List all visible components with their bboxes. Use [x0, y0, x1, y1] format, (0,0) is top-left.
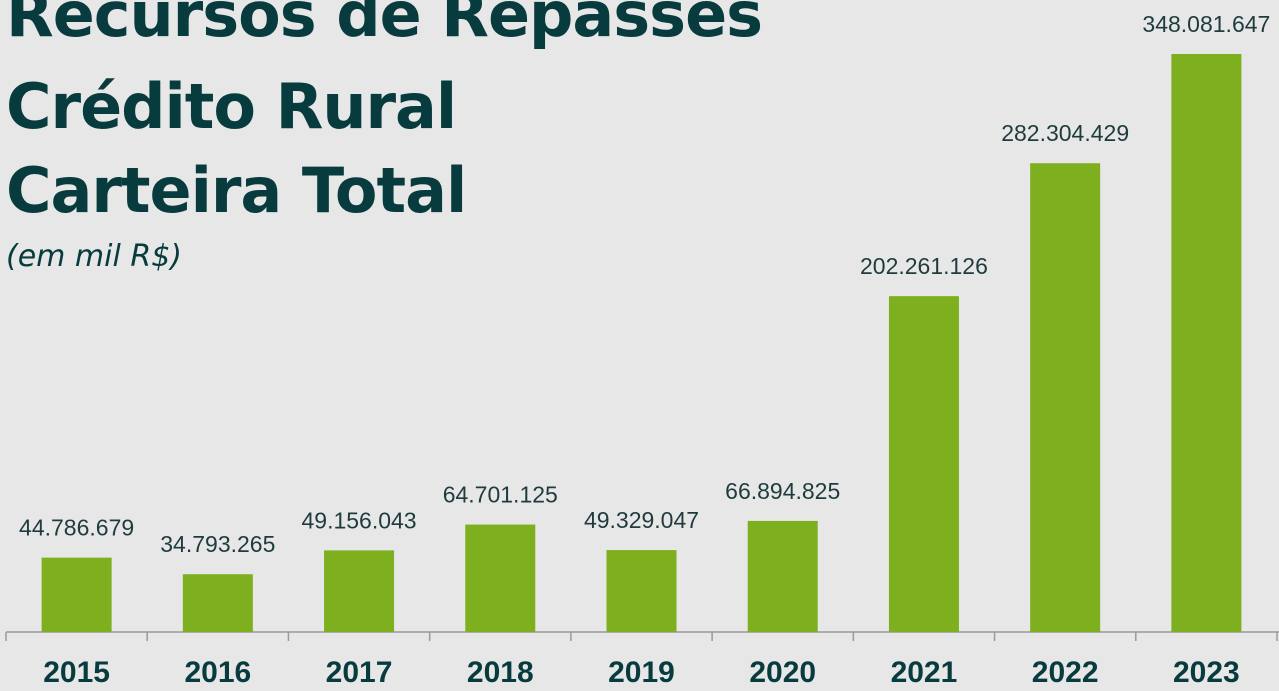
- value-label: 44.786.679: [19, 515, 134, 541]
- chart-title: Recursos de Repasses: [6, 0, 762, 51]
- x-tick-label: 2021: [891, 656, 958, 689]
- bar: [465, 524, 536, 632]
- bar: [41, 557, 112, 632]
- value-label: 34.793.265: [160, 531, 275, 557]
- value-label: 49.329.047: [584, 507, 699, 533]
- chart-title: Carteira Total: [6, 154, 466, 227]
- bar: [1030, 163, 1101, 632]
- value-label: 202.261.126: [860, 253, 988, 279]
- x-tick-label: 2015: [43, 656, 110, 689]
- bar: [1171, 54, 1242, 632]
- bar: [888, 296, 959, 632]
- x-tick-label: 2023: [1173, 656, 1240, 689]
- x-tick-label: 2017: [326, 656, 393, 689]
- x-tick-label: 2020: [749, 656, 816, 689]
- bar: [747, 520, 818, 632]
- x-tick-label: 2022: [1032, 656, 1099, 689]
- x-tick-label: 2019: [608, 656, 675, 689]
- x-tick-label: 2018: [467, 656, 534, 689]
- value-label: 282.304.429: [1001, 120, 1129, 146]
- chart-subtitle: (em mil R$): [6, 239, 182, 274]
- x-tick-label: 2016: [184, 656, 251, 689]
- value-label: 348.081.647: [1142, 11, 1270, 37]
- value-label: 64.701.125: [443, 482, 558, 508]
- chart-title: Crédito Rural: [6, 70, 456, 143]
- bar: [606, 550, 677, 632]
- value-label: 49.156.043: [301, 507, 416, 533]
- bar: [182, 574, 253, 632]
- value-label: 66.894.825: [725, 478, 840, 504]
- bar: [324, 550, 395, 632]
